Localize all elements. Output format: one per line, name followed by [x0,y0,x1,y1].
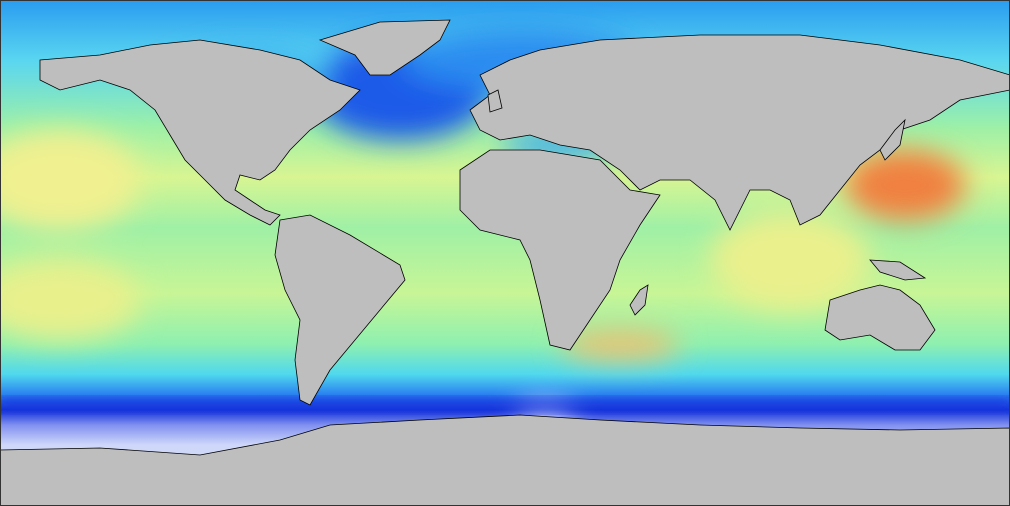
kuroshio-warm [845,150,965,220]
indian-warm [710,210,870,310]
north-america [39,39,361,226]
uk [487,89,503,113]
japan [879,118,906,161]
antarctica [0,414,1010,506]
southern-front [0,398,1010,412]
australia [824,284,936,351]
agulhas-warm [560,330,680,360]
new-guinea [869,259,927,281]
madagascar [629,284,649,316]
greenland [318,19,451,76]
south-pacific-warm [0,260,140,340]
eurasia [469,34,1010,231]
africa [459,149,661,351]
pacific-warm [0,130,140,230]
south-america [274,214,406,406]
landmasses [0,19,1010,506]
